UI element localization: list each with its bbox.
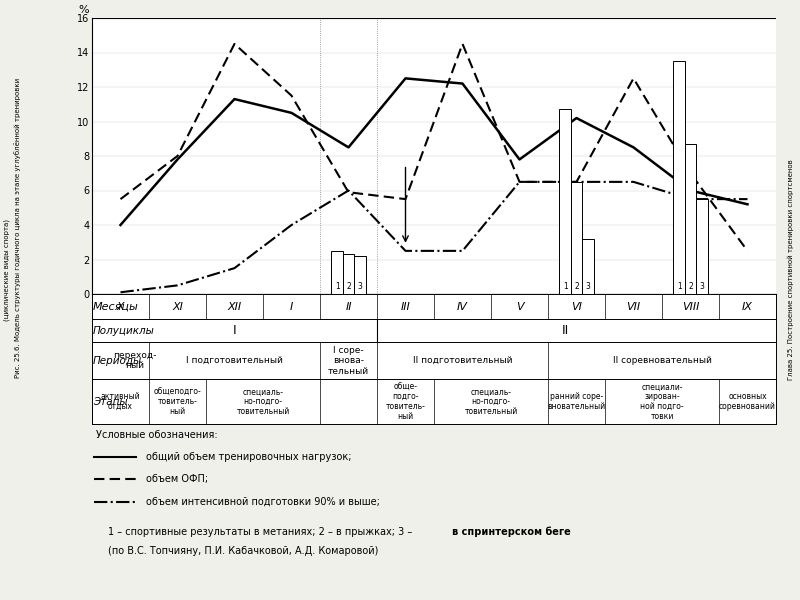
Text: общеподго-
товитель-
ный: общеподго- товитель- ный: [154, 388, 202, 416]
Text: ранний соре-
вновательный: ранний соре- вновательный: [547, 392, 606, 411]
Text: III: III: [401, 302, 410, 311]
Text: 1: 1: [562, 283, 567, 292]
Text: Условные обозначения:: Условные обозначения:: [96, 430, 218, 440]
Text: (циклические виды спорта): (циклические виды спорта): [3, 219, 10, 321]
Text: 1: 1: [677, 283, 682, 292]
Text: XI: XI: [172, 302, 183, 311]
Text: XII: XII: [227, 302, 242, 311]
Text: 2: 2: [688, 283, 693, 292]
Text: специаль-
но-подго-
товительный: специаль- но-подго- товительный: [464, 388, 518, 416]
Text: (по В.С. Топчияну, П.И. Кабачковой, А.Д. Комаровой): (по В.С. Топчияну, П.И. Кабачковой, А.Д.…: [108, 546, 378, 556]
Text: V: V: [516, 302, 523, 311]
Text: II: II: [562, 324, 569, 337]
Text: 3: 3: [586, 283, 590, 292]
Bar: [331, 251, 343, 294]
Text: 2: 2: [574, 283, 579, 292]
Text: %: %: [78, 5, 89, 15]
Text: Глава 25. Построение спортивной тренировки спортсменов: Глава 25. Построение спортивной трениров…: [787, 160, 794, 380]
Text: переход-
ный: переход- ный: [113, 351, 157, 370]
Text: 3: 3: [358, 283, 362, 292]
Text: 2: 2: [346, 283, 351, 292]
Text: VI: VI: [571, 302, 582, 311]
Text: X: X: [117, 302, 124, 311]
Text: Полуциклы: Полуциклы: [93, 326, 154, 335]
Text: 1: 1: [334, 283, 339, 292]
Bar: [354, 256, 366, 294]
Text: VII: VII: [626, 302, 641, 311]
Text: IX: IX: [742, 302, 753, 311]
Text: Периоды: Периоды: [93, 356, 142, 365]
Text: Этапы: Этапы: [93, 397, 127, 407]
Text: в спринтерском беге: в спринтерском беге: [452, 527, 570, 538]
Bar: [570, 182, 582, 294]
Text: II подготовительный: II подготовительный: [413, 356, 512, 365]
Text: I: I: [233, 324, 236, 337]
Text: 1 – спортивные результаты в метаниях; 2 – в прыжках; 3 –: 1 – спортивные результаты в метаниях; 2 …: [108, 527, 415, 537]
Text: специаль-
но-подго-
товительный: специаль- но-подго- товительный: [236, 388, 290, 416]
Text: Месяцы: Месяцы: [93, 302, 138, 311]
Bar: [342, 254, 354, 294]
Text: I: I: [290, 302, 293, 311]
Text: IV: IV: [457, 302, 468, 311]
Text: специали-
зирован-
ной подго-
товки: специали- зирован- ной подго- товки: [640, 383, 684, 421]
Bar: [582, 239, 594, 294]
Text: основных
соревнований: основных соревнований: [719, 392, 776, 411]
Text: Рис. 25.6. Модель структуры годичного цикла на этапе углублённой тренировки: Рис. 25.6. Модель структуры годичного ци…: [14, 78, 21, 378]
Text: общий объем тренировочных нагрузок;: общий объем тренировочных нагрузок;: [146, 452, 351, 462]
Text: II: II: [346, 302, 352, 311]
Text: объем интенсивной подготовки 90% и выше;: объем интенсивной подготовки 90% и выше;: [146, 497, 379, 506]
Text: 3: 3: [699, 283, 704, 292]
Bar: [685, 144, 696, 294]
Text: обще-
подго-
товитель-
ный: обще- подго- товитель- ный: [386, 383, 426, 421]
Text: объем ОФП;: объем ОФП;: [146, 475, 208, 484]
Text: I подготовительный: I подготовительный: [186, 356, 283, 365]
Text: I соре-
внова-
тельный: I соре- внова- тельный: [328, 346, 369, 376]
Bar: [674, 61, 685, 294]
Text: II соревновательный: II соревновательный: [613, 356, 711, 365]
Bar: [696, 199, 707, 294]
Text: VIII: VIII: [682, 302, 699, 311]
Bar: [559, 109, 570, 294]
Text: активный
отдых: активный отдых: [101, 392, 140, 411]
